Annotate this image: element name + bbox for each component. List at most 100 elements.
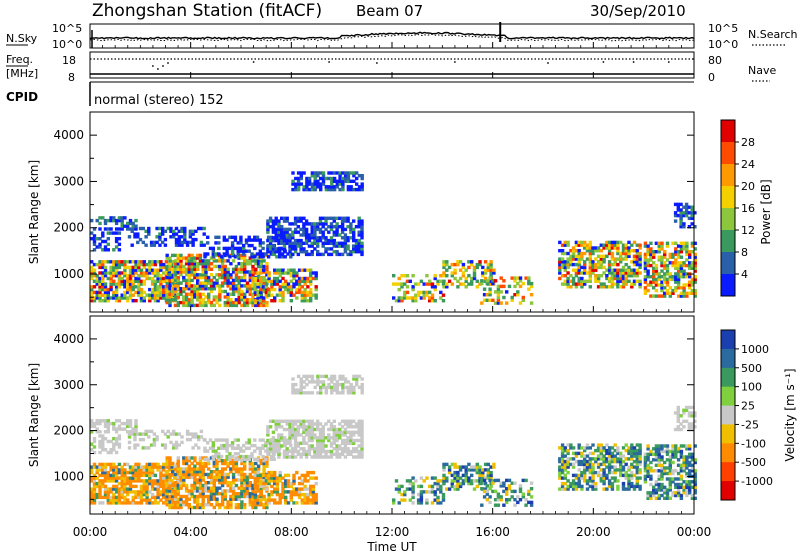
heatmap-cell	[170, 498, 174, 502]
heatmap-cell	[229, 303, 233, 308]
heatmap-cell	[321, 427, 325, 432]
heatmap-cell	[262, 470, 266, 474]
heatmap-cell	[253, 449, 257, 453]
heatmap-cell	[126, 227, 130, 231]
heatmap-cell	[128, 296, 133, 300]
heatmap-cell	[234, 492, 239, 496]
heatmap-cell	[310, 241, 314, 245]
heatmap-cell	[226, 464, 230, 468]
heatmap-cell	[177, 432, 181, 436]
heatmap-cell	[638, 282, 642, 286]
heatmap-cell	[166, 429, 170, 434]
heatmap-cell	[156, 293, 160, 297]
heatmap-cell	[346, 388, 351, 392]
heatmap-cell	[240, 472, 244, 477]
heatmap-cell	[218, 273, 222, 277]
heatmap-cell	[271, 250, 276, 254]
heatmap-cell	[182, 456, 186, 460]
heatmap-cell	[478, 465, 482, 469]
heatmap-cell	[313, 179, 317, 183]
heatmap-cell	[187, 303, 191, 308]
heatmap-cell	[486, 468, 490, 472]
heatmap-cell	[302, 171, 306, 175]
heatmap-cell	[349, 250, 353, 254]
heatmap-cell	[209, 278, 214, 283]
heatmap-cell	[338, 182, 342, 186]
heatmap-cell	[529, 293, 534, 297]
heatmap-cell	[98, 495, 102, 500]
heatmap-cell	[243, 492, 247, 496]
heatmap-cell	[654, 447, 659, 451]
heatmap-cell	[470, 282, 474, 286]
heatmap-cell	[120, 487, 124, 491]
heatmap-cell	[117, 481, 122, 486]
heatmap-cell	[300, 276, 304, 281]
heatmap-cell	[558, 249, 562, 253]
heatmap-cell	[162, 276, 166, 281]
heatmap-cell	[226, 503, 230, 507]
heatmap-cell	[453, 476, 457, 480]
heatmap-cell	[563, 476, 567, 480]
heatmap-cell	[109, 274, 113, 278]
heatmap-cell	[259, 282, 263, 286]
heatmap-cell	[196, 478, 200, 482]
heatmap-cell	[580, 476, 584, 480]
heatmap-cell	[529, 487, 534, 491]
heatmap-cell	[566, 457, 570, 461]
heatmap-cell	[92, 439, 97, 444]
heatmap-cell	[574, 481, 579, 486]
heatmap-cell	[150, 260, 155, 264]
heatmap-cell	[142, 299, 146, 303]
heatmap-cell	[248, 300, 252, 305]
heatmap-cell	[265, 464, 269, 468]
heatmap-cell	[90, 260, 94, 264]
heatmap-cell	[171, 287, 175, 291]
heatmap-cell	[630, 271, 634, 275]
heatmap-cell	[688, 286, 692, 290]
heatmap-cell	[302, 419, 306, 423]
heatmap-cell	[139, 501, 144, 505]
heatmap-cell	[445, 274, 449, 278]
heatmap-cell	[98, 481, 102, 486]
heatmap-cell	[114, 293, 119, 297]
heatmap-cell	[679, 269, 684, 273]
heatmap-cell	[602, 260, 606, 264]
heatmap-cell	[265, 267, 269, 271]
heatmap-cell	[349, 382, 353, 387]
heatmap-cell	[177, 243, 181, 247]
heatmap-cell	[483, 481, 488, 486]
heatmap-cell	[355, 377, 359, 381]
heatmap-cell	[414, 296, 418, 300]
heatmap-cell	[646, 263, 650, 268]
heatmap-cell	[442, 271, 446, 275]
heatmap-cell	[335, 385, 339, 390]
heatmap-cell	[131, 224, 135, 228]
heatmap-cell	[654, 488, 659, 492]
heatmap-cell	[610, 481, 615, 486]
heatmap-cell	[560, 476, 565, 480]
heatmap-cell	[231, 292, 236, 296]
heatmap-cell	[212, 481, 216, 485]
heatmap-cell	[566, 271, 570, 275]
heatmap-cell	[173, 505, 178, 510]
heatmap-cell	[220, 470, 225, 474]
heatmap-cell	[101, 442, 105, 446]
heatmap-cell	[652, 272, 656, 276]
heatmap-cell	[574, 274, 579, 278]
heatmap-cell	[332, 427, 336, 432]
heatmap-cell	[306, 279, 310, 283]
heatmap-cell	[123, 224, 127, 228]
heatmap-cell	[643, 252, 648, 257]
heatmap-cell	[234, 275, 239, 280]
heatmap-cell	[152, 243, 157, 247]
heatmap-cell	[182, 303, 186, 308]
heatmap-cell	[335, 216, 339, 220]
heatmap-cell	[220, 481, 225, 485]
heatmap-cell	[201, 497, 205, 501]
heatmap-cell	[318, 441, 323, 445]
heatmap-cell	[668, 272, 672, 276]
heatmap-cell	[264, 443, 268, 448]
heatmap-cell	[207, 461, 211, 466]
colorbar-swatch	[721, 252, 735, 275]
heatmap-cell	[137, 470, 141, 475]
